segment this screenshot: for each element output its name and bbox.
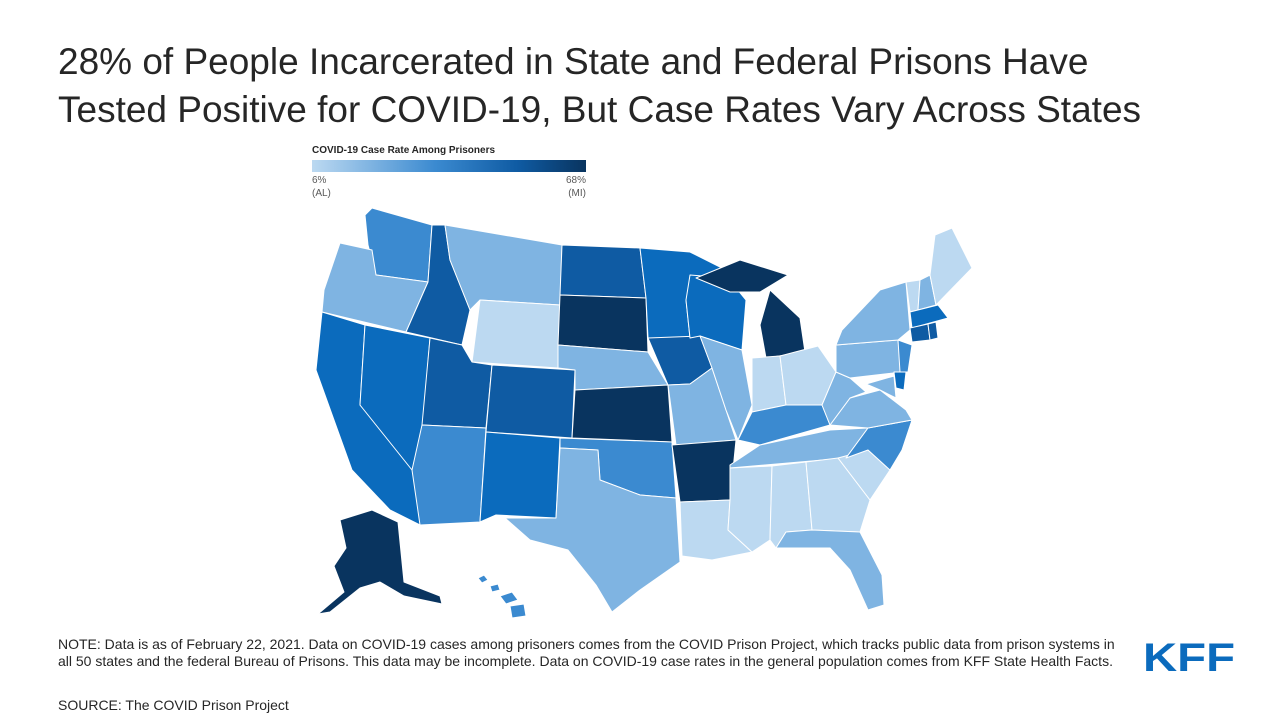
state-michigan-up[interactable] bbox=[695, 259, 789, 293]
state-pennsylvania[interactable] bbox=[835, 339, 903, 379]
legend-min-state: (AL) bbox=[312, 188, 331, 199]
legend-max-label: 68% (MI) bbox=[566, 174, 586, 200]
state-hawaii-1[interactable] bbox=[477, 574, 489, 584]
state-texas[interactable] bbox=[504, 447, 681, 613]
state-georgia[interactable] bbox=[805, 457, 871, 533]
legend-labels: 6% (AL) 68% (MI) bbox=[312, 174, 586, 202]
state-north-dakota[interactable] bbox=[559, 244, 647, 299]
state-new-jersey[interactable] bbox=[897, 339, 913, 373]
state-hawaii-4[interactable] bbox=[509, 603, 527, 619]
source-note: SOURCE: The COVID Prison Project bbox=[58, 697, 289, 713]
color-legend: COVID-19 Case Rate Among Prisoners 6% (A… bbox=[312, 144, 586, 202]
state-florida[interactable] bbox=[775, 529, 885, 611]
state-colorado[interactable] bbox=[485, 364, 576, 439]
state-new-mexico[interactable] bbox=[479, 431, 561, 523]
state-maine[interactable] bbox=[929, 227, 973, 306]
footnote: NOTE: Data is as of February 22, 2021. D… bbox=[58, 636, 1115, 669]
title-line-1: 28% of People Incarcerated in State and … bbox=[58, 41, 1089, 82]
legend-max-value: 68% bbox=[565, 175, 586, 186]
legend-min-label: 6% (AL) bbox=[312, 174, 331, 200]
state-michigan[interactable] bbox=[759, 289, 806, 359]
chart-title: 28% of People Incarcerated in State and … bbox=[58, 38, 1258, 134]
state-wyoming[interactable] bbox=[471, 299, 561, 369]
legend-title: COVID-19 Case Rate Among Prisoners bbox=[312, 145, 496, 156]
title-line-2: Tested Positive for COVID-19, But Case R… bbox=[58, 89, 1142, 130]
state-arkansas[interactable] bbox=[671, 439, 737, 503]
state-kansas[interactable] bbox=[571, 384, 673, 443]
state-hawaii-2[interactable] bbox=[489, 583, 501, 593]
state-alaska[interactable] bbox=[317, 509, 443, 615]
state-maryland[interactable] bbox=[865, 375, 897, 399]
us-choropleth-map bbox=[315, 207, 973, 619]
state-hawaii-3[interactable] bbox=[499, 591, 519, 605]
state-massachusetts[interactable] bbox=[909, 304, 949, 329]
legend-min-value: 6% bbox=[312, 175, 327, 186]
state-south-dakota[interactable] bbox=[557, 294, 649, 353]
legend-max-state: (MI) bbox=[568, 188, 586, 199]
state-new-york[interactable] bbox=[835, 281, 911, 346]
legend-gradient-bar bbox=[312, 160, 586, 172]
state-arizona[interactable] bbox=[411, 424, 487, 526]
state-delaware[interactable] bbox=[893, 371, 907, 391]
kff-logo-text: KFF bbox=[1143, 636, 1235, 676]
state-rhode-island[interactable] bbox=[927, 321, 939, 341]
kff-logo: KFF bbox=[1143, 636, 1235, 676]
state-nebraska[interactable] bbox=[557, 344, 669, 391]
